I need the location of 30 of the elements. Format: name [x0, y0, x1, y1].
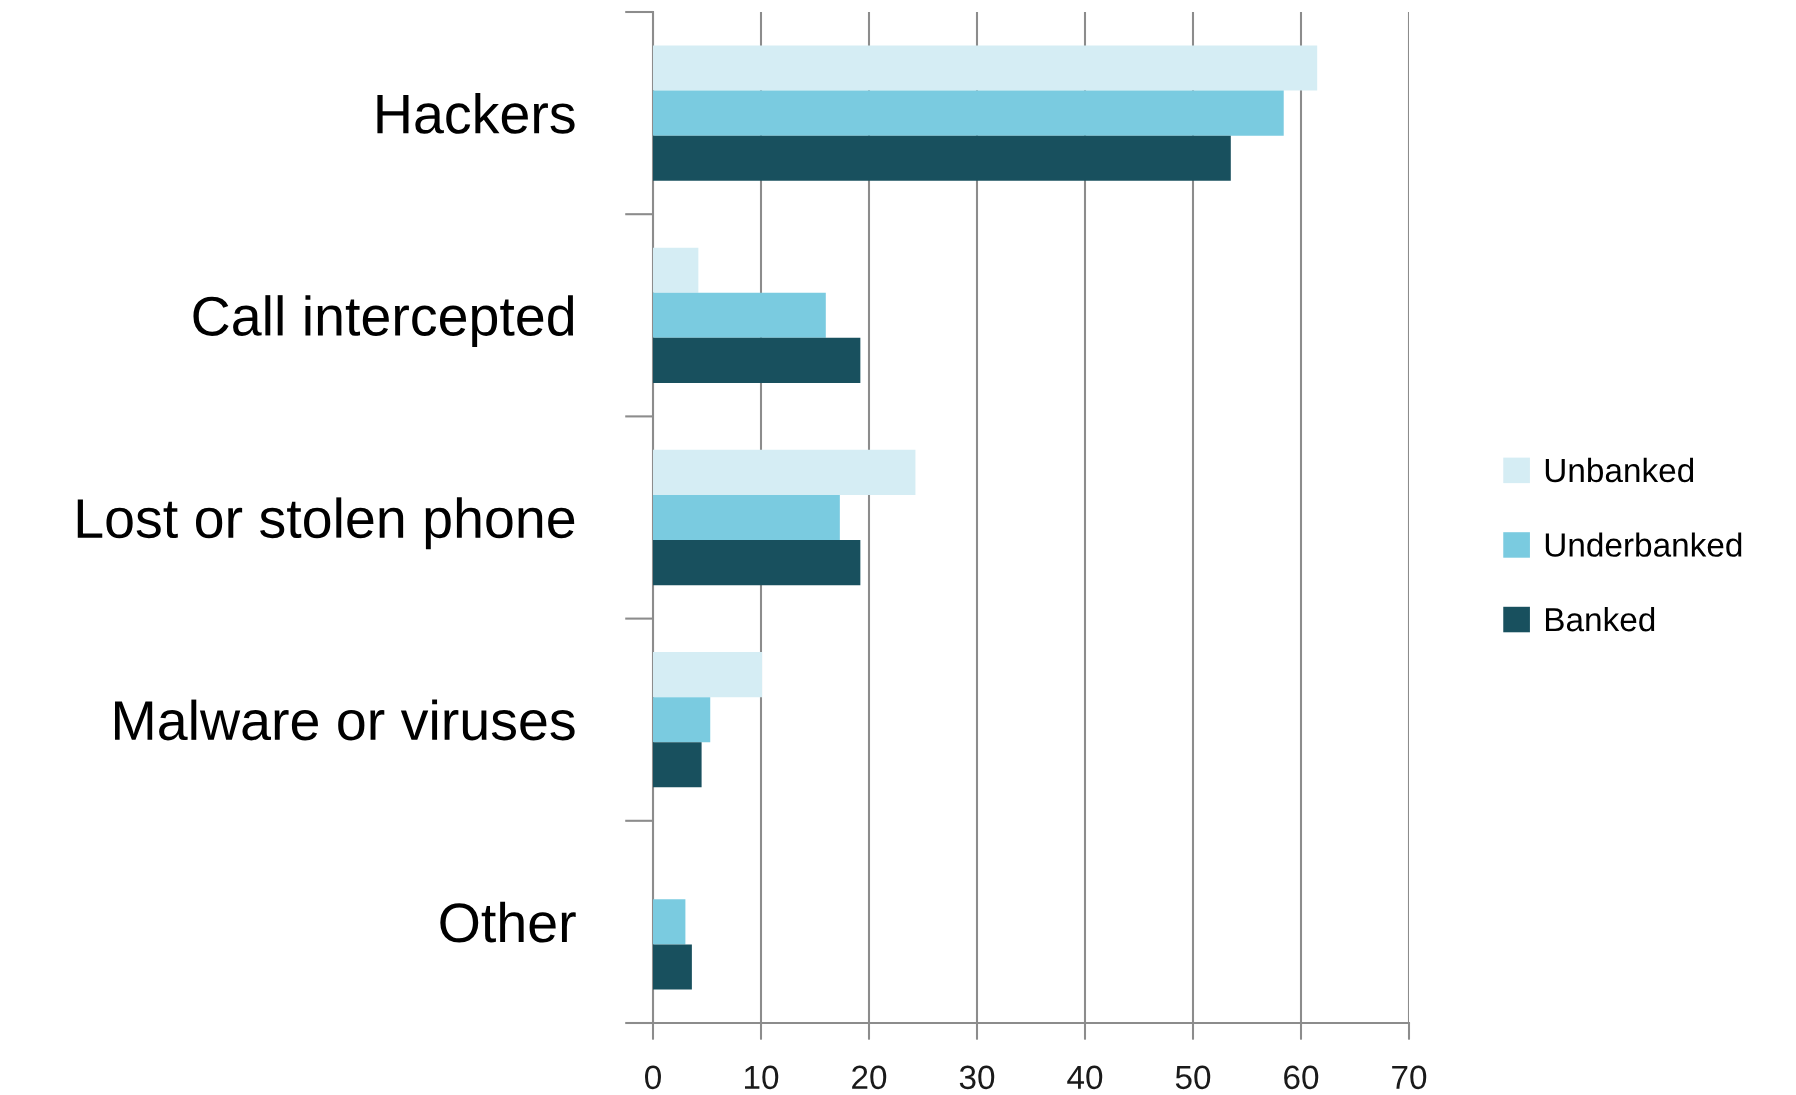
bar: [653, 449, 916, 495]
bar: [653, 45, 1318, 91]
bar: [653, 742, 702, 788]
y-tick-label: Lost or stolen phone: [77, 497, 575, 550]
y-tick-label: Malware or viruses: [115, 699, 575, 741]
bar: [653, 247, 699, 293]
x-tick-label: 0: [645, 1065, 661, 1090]
bar: [653, 899, 686, 945]
x-tick-label: 70: [1392, 1065, 1427, 1090]
bar: [653, 697, 711, 743]
y-tick-label: Hackers: [377, 92, 575, 134]
bar: [653, 944, 692, 990]
y-tick-label: Other: [440, 901, 576, 943]
x-tick-label: 50: [1175, 1065, 1211, 1090]
x-tick-label: 40: [1067, 1065, 1103, 1090]
bar: [653, 494, 840, 541]
x-tick-label: 10: [745, 1065, 779, 1090]
legend-label: Banked: [1545, 606, 1655, 632]
bar: [653, 90, 1284, 136]
bar: [653, 337, 861, 383]
y-tick-label: Call intercepted: [193, 295, 574, 347]
legend-label: Underbanked: [1545, 532, 1742, 557]
x-tick-label: 60: [1284, 1065, 1319, 1090]
x-tick-label: 30: [959, 1065, 995, 1090]
x-tick-label: 20: [852, 1065, 887, 1090]
legend-label: Unbanked: [1545, 457, 1694, 483]
bar: [653, 292, 826, 338]
bar: [653, 135, 1231, 181]
bar: [653, 652, 763, 698]
bar: [653, 540, 861, 586]
